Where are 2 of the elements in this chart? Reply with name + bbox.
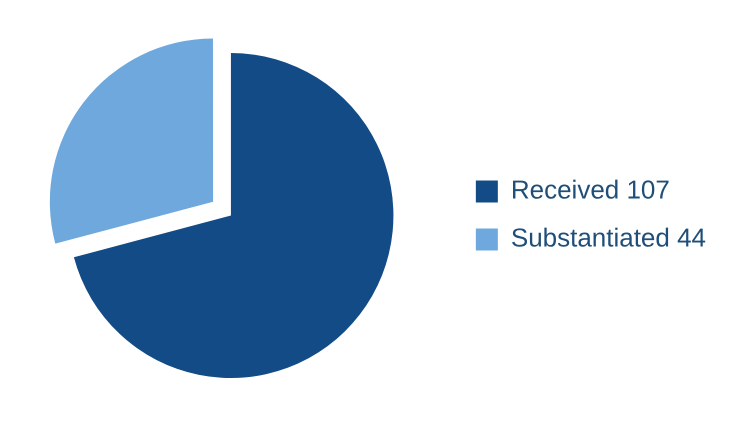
legend-label: Received 107 — [510, 174, 670, 205]
legend-label: Substantiated 44 — [510, 222, 706, 253]
